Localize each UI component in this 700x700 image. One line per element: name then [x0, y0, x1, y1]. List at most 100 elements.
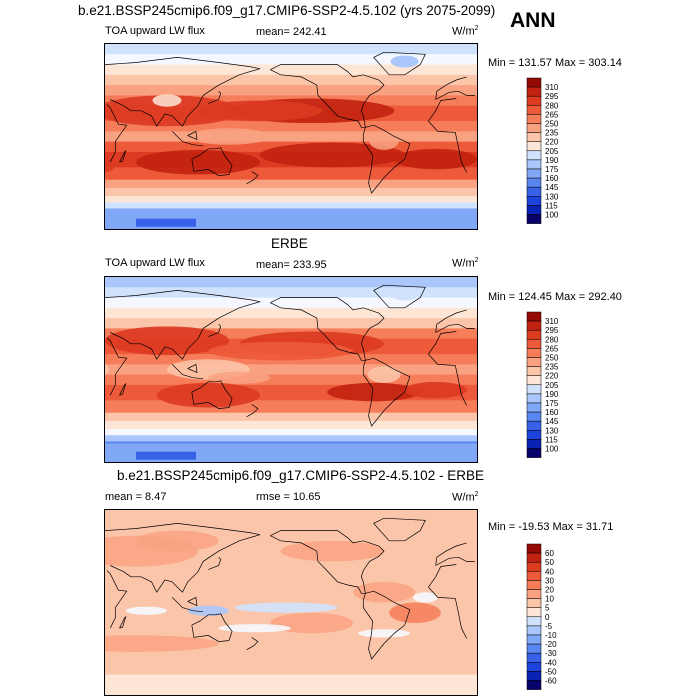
colorbar-swatch: [526, 580, 542, 590]
colorbar-tick-label: -5: [545, 622, 553, 631]
colorbar-swatch: [526, 348, 542, 358]
colorbar-swatch: [526, 662, 542, 672]
colorbar-swatch: [526, 561, 542, 572]
panel2-colorbar-svg: 3102952802652502352202051901751601451301…: [526, 311, 559, 458]
colorbar-tick-label: 130: [545, 192, 559, 201]
colorbar-tick-label: 250: [545, 120, 559, 129]
colorbar-tick-label: 220: [545, 138, 559, 147]
colorbar-swatch: [526, 375, 542, 386]
colorbar-swatch: [526, 205, 542, 215]
panel1-colorbar: 310 295 280 265 250 235 220 205 190 175 160 145 130 1…: [526, 77, 587, 228]
colorbar-tick-label: -30: [545, 649, 557, 658]
colorbar-swatch: [526, 150, 542, 161]
colorbar-tick-label: 100: [545, 211, 559, 220]
colorbar-tick-label: 190: [545, 156, 559, 165]
colorbar-swatch: [526, 329, 542, 340]
colorbar-tick-label: 175: [545, 165, 559, 174]
colorbar-tick-label: 20: [545, 586, 554, 595]
colorbar-tick-label: -60: [545, 677, 557, 686]
colorbar-swatch: [526, 439, 542, 449]
colorbar-tick-label: 265: [545, 110, 559, 119]
colorbar-tick-label: 235: [545, 129, 559, 138]
colorbar-swatch: [526, 320, 542, 331]
panel3-title: b.e21.BSSP245cmip6.f09_g17.CMIP6-SSP2-4.…: [117, 468, 484, 483]
colorbar-swatch: [526, 86, 542, 97]
panel1-title: b.e21.BSSP245cmip6.f09_g17.CMIP6-SSP2-4.…: [78, 3, 496, 18]
colorbar-swatch: [526, 141, 542, 152]
colorbar-swatch: [526, 402, 542, 413]
panel1-variable-label: TOA upward LW flux: [105, 25, 205, 37]
colorbar-swatch: [526, 357, 542, 367]
colorbar-swatch: [526, 132, 542, 142]
colorbar-tick-label: -40: [545, 658, 557, 667]
colorbar-tick-label: -20: [545, 640, 557, 649]
colorbar-swatch: [526, 411, 542, 422]
colorbar-swatch: [526, 95, 542, 106]
panel2-title: ERBE: [271, 236, 308, 251]
colorbar-swatch: [526, 552, 542, 563]
colorbar-tick-label: 280: [545, 335, 559, 344]
colorbar-tick-label: 250: [545, 354, 559, 363]
panel3-map-field: [105, 510, 477, 695]
colorbar-swatch: [526, 339, 542, 349]
colorbar-swatch: [526, 571, 542, 581]
colorbar-swatch: [526, 311, 542, 322]
colorbar-swatch: [526, 77, 542, 88]
colorbar-swatch: [526, 105, 542, 115]
colorbar-swatch: [526, 168, 542, 179]
colorbar-tick-label: 10: [545, 595, 554, 604]
colorbar-swatch: [526, 643, 542, 654]
colorbar-swatch: [526, 634, 542, 645]
colorbar-swatch: [526, 214, 542, 224]
colorbar-tick-label: 100: [545, 445, 559, 454]
panel3-colorbar: 60 50 40 30 20 10 5 0 -5 -10 -20 -30 -40 -50 -60: [526, 543, 587, 694]
colorbar-tick-label: 280: [545, 101, 559, 110]
panel2-mean-label: mean= 233.95: [256, 259, 327, 271]
colorbar-tick-label: 310: [545, 83, 559, 92]
panel1-units-label: W/m2: [452, 25, 479, 38]
colorbar-tick-label: 175: [545, 399, 559, 408]
colorbar-swatch: [526, 448, 542, 458]
colorbar-swatch: [526, 420, 542, 431]
panel1-map-field: [105, 44, 477, 229]
colorbar-tick-label: 235: [545, 363, 559, 372]
colorbar-tick-label: 50: [545, 558, 554, 567]
colorbar-swatch: [526, 607, 542, 618]
colorbar-tick-label: 205: [545, 147, 559, 156]
panel1-mean-label: mean= 242.41: [256, 26, 327, 38]
colorbar-tick-label: 190: [545, 390, 559, 399]
panel3-minmax-label: Min = -19.53 Max = 31.71: [488, 521, 614, 533]
colorbar-swatch: [526, 123, 542, 133]
colorbar-tick-label: 145: [545, 417, 559, 426]
panel1-map: [104, 43, 478, 230]
colorbar-swatch: [526, 598, 542, 608]
colorbar-swatch: [526, 652, 542, 663]
colorbar-swatch: [526, 366, 542, 376]
colorbar-tick-label: 160: [545, 174, 559, 183]
panel2-variable-label: TOA upward LW flux: [105, 257, 205, 269]
colorbar-tick-label: 295: [545, 92, 559, 101]
colorbar-swatch: [526, 384, 542, 395]
panel3-rmse-label: rmse = 10.65: [256, 491, 321, 503]
colorbar-swatch: [526, 196, 542, 206]
panel1-minmax-label: Min = 131.57 Max = 303.14: [488, 57, 622, 69]
season-label: ANN: [510, 9, 556, 32]
colorbar-tick-label: 145: [545, 183, 559, 192]
panel3-mean-label: mean = 8.47: [105, 491, 167, 503]
colorbar-tick-label: 160: [545, 408, 559, 417]
colorbar-swatch: [526, 177, 542, 188]
colorbar-tick-label: 265: [545, 344, 559, 353]
colorbar-swatch: [526, 671, 542, 681]
panel2-map-field: [105, 277, 477, 462]
colorbar-swatch: [526, 616, 542, 627]
colorbar-tick-label: 115: [545, 435, 558, 444]
colorbar-tick-label: 295: [545, 326, 559, 335]
panel2-minmax-label: Min = 124.45 Max = 292.40: [488, 291, 622, 303]
panel3-map: [104, 509, 478, 696]
colorbar-tick-label: 30: [545, 576, 554, 585]
colorbar-tick-label: 220: [545, 372, 559, 381]
colorbar-swatch: [526, 186, 542, 197]
colorbar-swatch: [526, 393, 542, 404]
